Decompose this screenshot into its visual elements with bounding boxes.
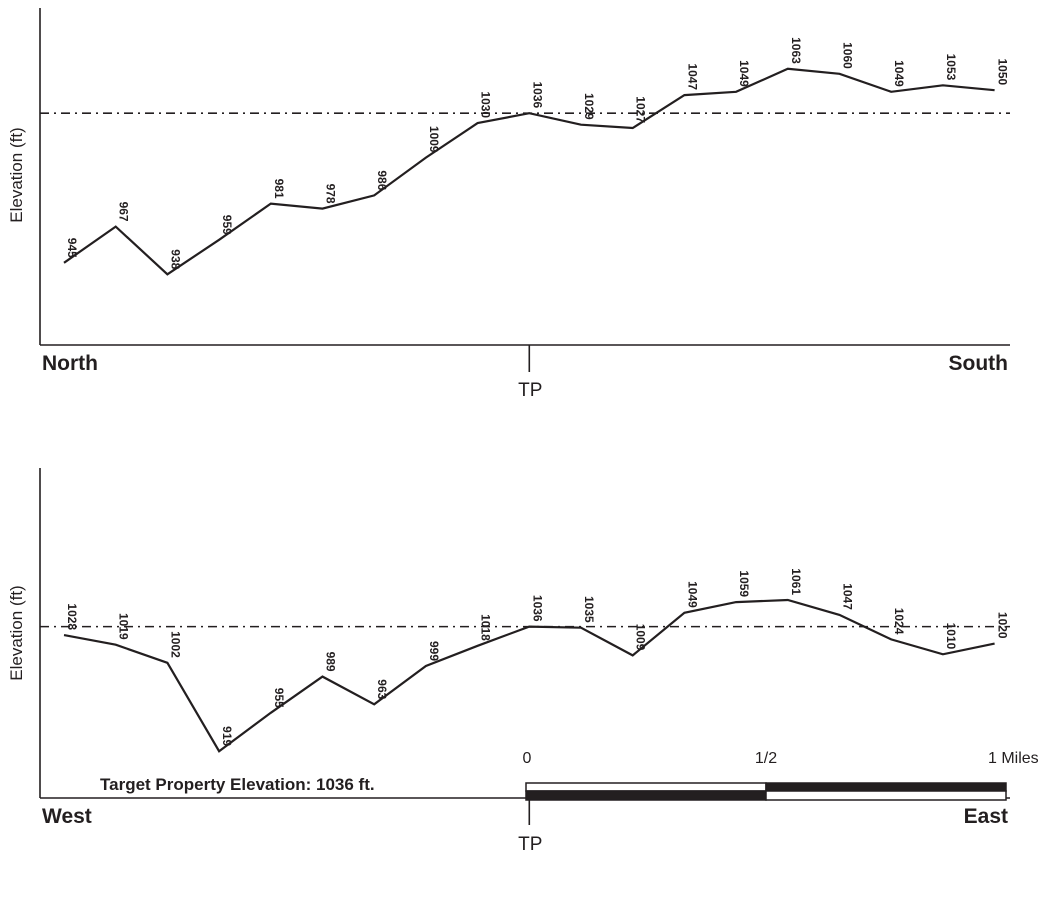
y-axis-title: Elevation (ft) — [7, 127, 26, 222]
y-axis-title: Elevation (ft) — [7, 585, 26, 680]
elevation-label: 967 — [117, 202, 131, 222]
elevation-label: 1036 — [530, 81, 544, 108]
scale-label-zero: 0 — [523, 750, 532, 767]
scale-segment-top-right — [765, 782, 1007, 792]
elevation-label: 1063 — [789, 37, 803, 64]
start-direction-label: West — [42, 805, 92, 828]
end-direction-label: East — [964, 805, 1008, 828]
elevation-label: 1030 — [479, 91, 493, 118]
elevation-line — [63, 67, 995, 276]
elevation-label: 1053 — [944, 54, 958, 81]
elevation-label: 981 — [272, 179, 286, 199]
elevation-label: 1059 — [737, 570, 751, 597]
elevation-label: 989 — [324, 652, 338, 672]
elevation-label: 1024 — [892, 608, 906, 635]
scale-label-half: 1/2 — [755, 750, 777, 767]
elevation-label: 1009 — [634, 624, 648, 651]
elevation-label: 1020 — [996, 612, 1010, 639]
scale-segment-bottom-left — [525, 790, 767, 801]
elevation-label: 1049 — [737, 60, 751, 87]
elevation-label: 1060 — [841, 42, 855, 69]
end-direction-label: South — [949, 352, 1008, 375]
target-property-elevation: Target Property Elevation: 1036 ft. — [100, 775, 375, 794]
scale-label-one-mile: 1 Miles — [988, 750, 1039, 767]
elevation-label: 1049 — [685, 581, 699, 608]
elevation-label: 1036 — [530, 595, 544, 622]
elevation-label: 938 — [168, 249, 182, 269]
elevation-label: 1010 — [944, 623, 958, 650]
elevation-label: 919 — [220, 726, 234, 746]
elevation-label: 1049 — [892, 60, 906, 87]
elevation-label: 1018 — [479, 614, 493, 641]
elevation-label: 955 — [272, 688, 286, 708]
elevation-label: 1027 — [634, 96, 648, 123]
elevation-label: 1029 — [582, 93, 596, 120]
elevation-label: 1035 — [582, 596, 596, 623]
target-property-label: TP — [518, 380, 542, 401]
elevation-label: 978 — [324, 184, 338, 204]
start-direction-label: North — [42, 352, 98, 375]
elevation-label: 1047 — [685, 63, 699, 90]
target-property-label: TP — [518, 834, 542, 855]
elevation-label: 999 — [427, 641, 441, 661]
elevation-label: 1061 — [789, 568, 803, 595]
scale-segment-top-left — [525, 782, 767, 792]
north-south-profile-chart: 945 967 938 959 981 978 986 1009 1030 1036 1029 102… — [7, 8, 1010, 401]
elevation-line — [63, 598, 995, 753]
elevation-label: 945 — [65, 238, 79, 258]
elevation-label: 1047 — [841, 583, 855, 610]
elevation-label: 963 — [375, 679, 389, 699]
elevation-label: 959 — [220, 215, 234, 235]
elevation-label: 1002 — [168, 631, 182, 658]
elevation-label: 1050 — [996, 58, 1010, 85]
elevation-label: 1019 — [117, 613, 131, 640]
scale-segment-bottom-right — [765, 790, 1007, 801]
elevation-label: 1009 — [427, 126, 441, 153]
elevation-label: 986 — [375, 170, 389, 190]
scale-bar: 0 1/2 1 Miles — [523, 750, 1039, 801]
elevation-label: 1028 — [65, 603, 79, 630]
